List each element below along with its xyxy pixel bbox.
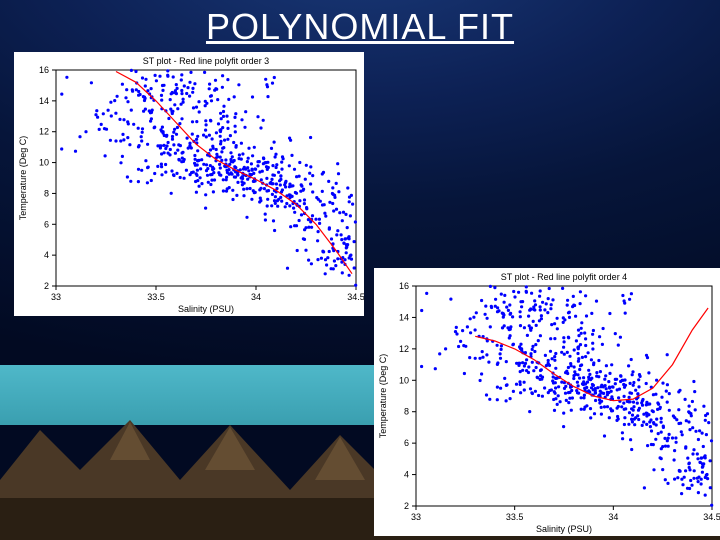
- xtick-label: 34: [608, 512, 618, 522]
- xtick-label: 33: [411, 512, 421, 522]
- ytick-label: 14: [39, 96, 49, 106]
- xtick-label: 34: [251, 292, 261, 302]
- chart-title: ST plot - Red line polyfit order 4: [501, 272, 627, 282]
- ytick-label: 6: [404, 438, 409, 448]
- y-axis-label: Temperature (Deg C): [18, 136, 28, 221]
- slide-title: POLYNOMIAL FIT: [206, 6, 514, 48]
- ytick-label: 12: [399, 344, 409, 354]
- ytick-label: 10: [399, 375, 409, 385]
- chart-bottom-right: ST plot - Red line polyfit order 4 2 4 6 8 10…: [374, 268, 720, 536]
- ytick-label: 12: [39, 127, 49, 137]
- chart-title: ST plot - Red line polyfit order 3: [143, 56, 269, 66]
- ytick-label: 8: [404, 407, 409, 417]
- ytick-label: 14: [399, 312, 409, 322]
- chart-top-left: ST plot - Red line polyfit order 3 2 4 6 8 10…: [14, 52, 364, 316]
- ytick-label: 16: [399, 281, 409, 291]
- xtick-label: 34.5: [703, 512, 720, 522]
- ytick-label: 6: [44, 219, 49, 229]
- y-axis-label: Temperature (Deg C): [378, 354, 388, 439]
- ytick-label: 4: [404, 470, 409, 480]
- ytick-label: 2: [404, 501, 409, 511]
- x-axis-label: Salinity (PSU): [178, 304, 234, 314]
- ytick-label: 4: [44, 250, 49, 260]
- ytick-label: 10: [39, 158, 49, 168]
- xtick-label: 33.5: [147, 292, 165, 302]
- xtick-label: 33: [51, 292, 61, 302]
- ytick-label: 8: [44, 188, 49, 198]
- xtick-label: 34.5: [347, 292, 364, 302]
- x-axis-label: Salinity (PSU): [536, 524, 592, 534]
- xtick-label: 33.5: [506, 512, 524, 522]
- slide: POLYNOMIAL FIT ST plot - Red line polyfi…: [0, 0, 720, 540]
- ytick-label: 16: [39, 65, 49, 75]
- ytick-label: 2: [44, 281, 49, 291]
